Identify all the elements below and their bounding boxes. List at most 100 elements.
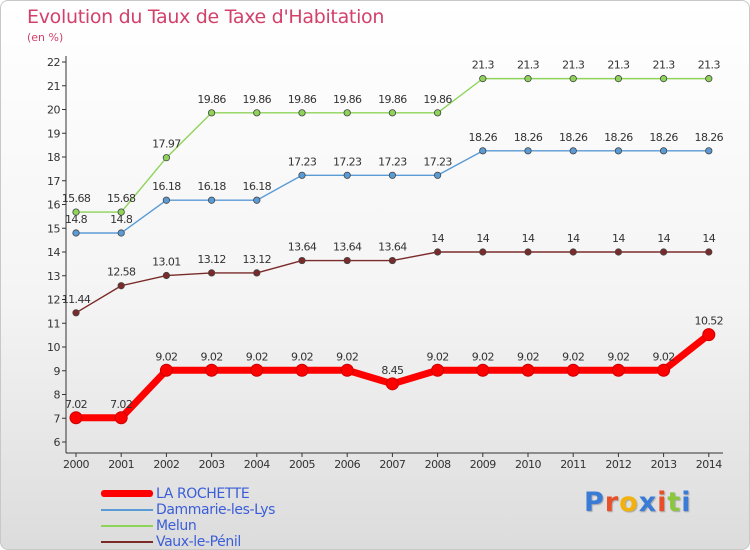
data-label: 14.8 xyxy=(65,213,88,226)
data-label: 9.02 xyxy=(201,350,223,363)
legend-item: Dammarie-les-Lys xyxy=(101,501,275,518)
series-la-rochette: 7.02 7.02 9.02 9.02 9.02 9.02 9.02 8.45 9.02 9.02… xyxy=(65,315,724,425)
x-tick-label: 2001 xyxy=(108,458,134,471)
y-tick-label: 7 xyxy=(54,412,61,425)
data-point xyxy=(433,109,442,117)
x-tick-label: 2006 xyxy=(334,458,360,471)
x-tick-label: 2008 xyxy=(425,458,451,471)
data-label: 17.23 xyxy=(333,155,362,168)
data-point xyxy=(208,109,216,117)
data-label: 9.02 xyxy=(336,350,358,363)
data-point xyxy=(205,363,219,377)
data-point xyxy=(117,208,125,216)
data-point xyxy=(208,196,216,204)
data-label: 21.3 xyxy=(607,59,630,72)
data-label: 7.02 xyxy=(110,398,132,411)
data-point xyxy=(343,256,351,265)
data-point xyxy=(569,147,577,155)
x-tick-label: 2005 xyxy=(289,458,315,471)
data-label: 13.64 xyxy=(288,241,317,254)
data-label: 21.3 xyxy=(653,59,676,72)
logo-letter: x xyxy=(638,487,658,518)
y-tick-label: 8 xyxy=(54,389,61,402)
legend-label: Vaux-le-Pénil xyxy=(156,533,241,550)
data-point xyxy=(566,363,580,377)
data-point xyxy=(479,248,487,256)
data-point xyxy=(72,208,80,216)
logo-letter: r xyxy=(604,487,620,518)
data-point xyxy=(162,196,170,204)
data-label: 13.01 xyxy=(152,256,181,269)
data-label: 17.23 xyxy=(288,155,317,168)
y-tick-label: 18 xyxy=(47,151,60,164)
data-point xyxy=(114,411,128,425)
data-label: 7.02 xyxy=(65,398,87,411)
legend-item: Vaux-le-Pénil xyxy=(101,533,241,550)
data-point xyxy=(476,363,490,377)
data-label: 17.97 xyxy=(152,138,181,151)
data-label: 9.02 xyxy=(246,350,268,363)
data-point xyxy=(117,229,125,237)
data-point xyxy=(431,363,445,377)
legend-swatch xyxy=(101,490,153,497)
data-point xyxy=(208,269,216,277)
y-tick-label: 10 xyxy=(47,341,60,354)
data-point xyxy=(659,248,668,256)
legend-swatch xyxy=(101,508,153,511)
data-point xyxy=(524,147,532,155)
x-tick-label: 2012 xyxy=(605,458,631,471)
legend-swatch xyxy=(101,540,153,543)
data-label: 9.02 xyxy=(427,350,449,363)
data-point xyxy=(343,109,351,117)
data-point xyxy=(659,75,668,83)
x-tick-label: 2007 xyxy=(379,458,405,471)
data-label: 9.02 xyxy=(517,350,539,363)
y-tick-label: 16 xyxy=(47,199,60,212)
data-label: 16.18 xyxy=(197,180,226,193)
data-point xyxy=(250,363,264,377)
data-label: 16.18 xyxy=(243,180,272,193)
data-label: 9.02 xyxy=(472,350,494,363)
data-label: 15.68 xyxy=(62,192,91,205)
data-label: 9.02 xyxy=(155,350,177,363)
logo-letter: P xyxy=(584,487,605,518)
legend-item: LA ROCHETTE xyxy=(101,485,250,502)
series-layer: 14.8 14.8 16.18 16.18 16.18 17.23 17.23 17.23 17… xyxy=(62,59,724,425)
x-tick-label: 2003 xyxy=(199,458,225,471)
data-point xyxy=(298,171,306,179)
logo-letter: t xyxy=(667,487,682,518)
x-tick-label: 2013 xyxy=(651,458,677,471)
data-point xyxy=(388,109,396,117)
x-tick-label: 2014 xyxy=(696,458,722,471)
data-point xyxy=(385,377,399,391)
logo-letter: i xyxy=(657,487,668,518)
data-label: 13.64 xyxy=(333,241,362,254)
x-tick-label: 2000 xyxy=(63,458,89,471)
logo-letter: o xyxy=(619,487,639,518)
y-tick-label: 13 xyxy=(47,270,60,283)
data-point xyxy=(298,256,306,265)
data-point xyxy=(295,363,309,377)
legend-label: Melun xyxy=(156,517,197,534)
data-point xyxy=(117,282,125,290)
data-label: 17.23 xyxy=(423,155,452,168)
data-label: 14 xyxy=(702,232,715,245)
data-label: 10.52 xyxy=(695,315,724,328)
legend-item: Melun xyxy=(101,517,197,534)
data-point xyxy=(569,248,577,256)
data-label: 15.68 xyxy=(107,192,136,205)
data-point xyxy=(705,147,713,155)
data-label: 21.3 xyxy=(517,59,540,72)
data-label: 12.58 xyxy=(107,266,136,279)
data-point xyxy=(343,171,351,179)
y-tick-label: 22 xyxy=(47,56,60,69)
legend-swatch xyxy=(101,524,153,527)
data-label: 19.86 xyxy=(288,93,317,106)
data-point xyxy=(72,309,80,317)
data-point xyxy=(159,363,173,377)
data-point xyxy=(524,248,532,256)
data-label: 19.86 xyxy=(423,93,452,106)
y-tick-label: 19 xyxy=(47,127,60,140)
y-tick-label: 9 xyxy=(54,365,61,378)
data-label: 17.23 xyxy=(378,155,407,168)
